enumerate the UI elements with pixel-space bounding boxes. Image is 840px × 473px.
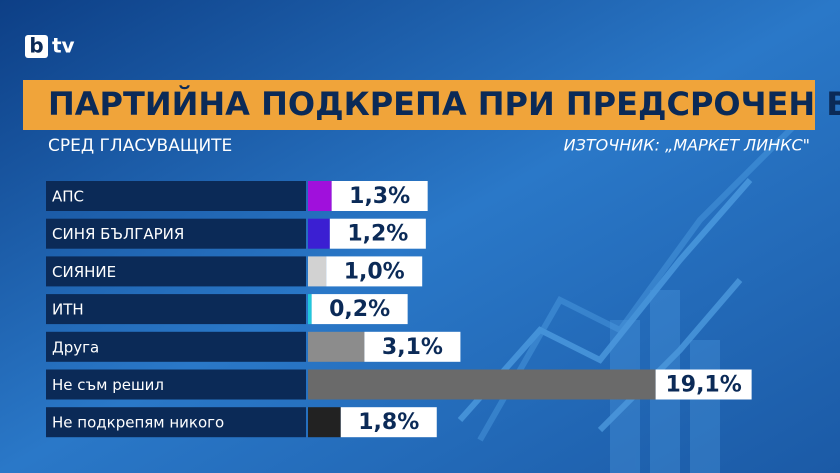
value-box (331, 181, 428, 211)
title-bar (23, 80, 815, 130)
logo-letter: b (29, 34, 43, 58)
value-label: 1,2% (347, 222, 408, 247)
label-panel (46, 294, 306, 325)
label-panel (46, 331, 306, 362)
label-panel (46, 407, 306, 438)
value-box (655, 369, 752, 400)
bar (308, 331, 365, 362)
value-label: 19,1% (665, 373, 741, 398)
bar (308, 294, 312, 325)
bar (308, 369, 656, 400)
value-box (340, 407, 437, 438)
category-label: СИНЯ БЪЛГАРИЯ (52, 225, 184, 243)
value-label: 1,0% (344, 259, 405, 284)
category-label: АПС (52, 188, 84, 206)
chart-title: ПАРТИЙНА ПОДКРЕПА ПРИ ПРЕДСРОЧЕН ВОТ (48, 85, 840, 123)
category-label: Друга (52, 338, 99, 356)
logo-text: tv (52, 34, 75, 58)
value-box (329, 218, 426, 249)
value-label: 3,1% (382, 335, 443, 360)
bar (308, 218, 330, 249)
bar-rows: АПС 1,3% СИНЯ БЪЛГАРИЯ 1,2% СИЯНИЕ 1,0% ИТН 0,2… (46, 181, 752, 438)
label-panel (46, 256, 306, 287)
label-panel (46, 218, 306, 249)
label-panel (46, 181, 306, 211)
value-box (311, 294, 408, 325)
value-box (364, 331, 461, 362)
logo-box (25, 35, 48, 58)
subtitle: СРЕД ГЛАСУВАЩИТЕ (48, 136, 232, 156)
bar (308, 256, 327, 287)
value-label: 0,2% (329, 297, 390, 322)
bar (308, 407, 341, 438)
value-box (326, 256, 423, 287)
bar (308, 181, 332, 211)
category-label: ИТН (52, 301, 84, 319)
value-label: 1,8% (358, 410, 419, 435)
category-label: СИЯНИЕ (52, 263, 116, 281)
label-panel (46, 369, 306, 400)
value-label: 1,3% (349, 184, 410, 209)
category-label: Не подкрепям никого (52, 414, 224, 432)
decor-arrows (457, 117, 803, 442)
source: ИЗТОЧНИК: „МАРКЕТ ЛИНКС" (564, 136, 810, 155)
category-label: Не съм решил (52, 376, 164, 394)
